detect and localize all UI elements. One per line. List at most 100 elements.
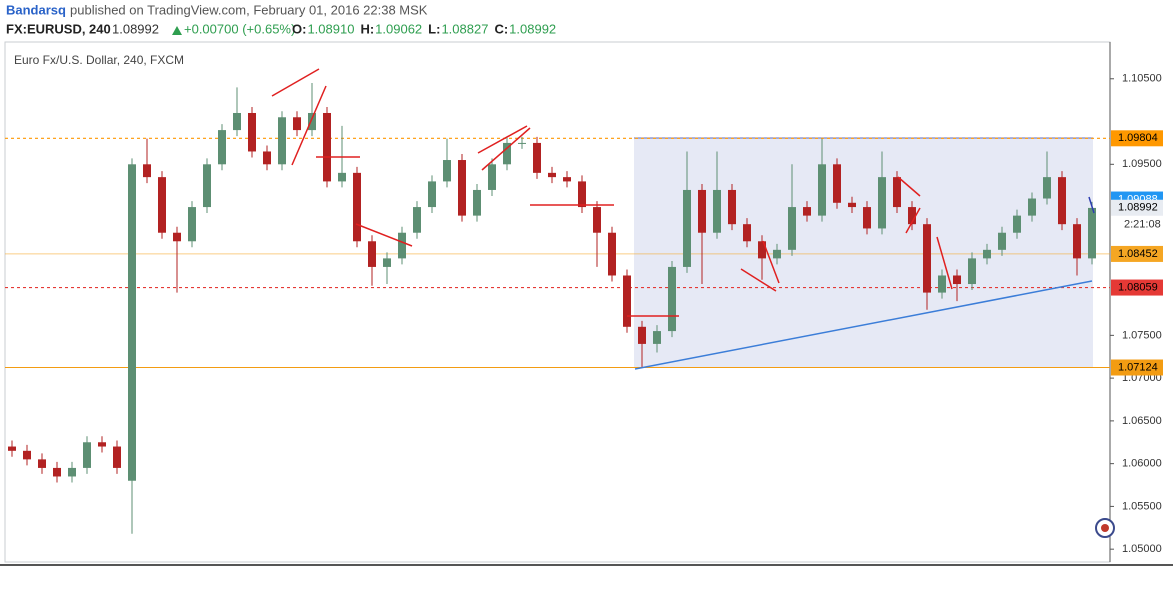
candle-body — [848, 202, 856, 208]
candle-body — [638, 326, 646, 344]
candle-body — [863, 207, 871, 229]
candle-body — [218, 130, 226, 165]
candle-body — [728, 189, 736, 225]
candle-body — [38, 459, 46, 468]
candle-body — [743, 224, 751, 242]
candle-body — [68, 467, 76, 477]
candle-body — [998, 232, 1006, 250]
candle-body — [143, 164, 151, 178]
level-label: 1.08452 — [1118, 248, 1158, 260]
trend-line — [271, 68, 320, 97]
candle-body — [83, 442, 91, 468]
candle-body — [338, 172, 346, 182]
candle-body — [473, 189, 481, 216]
candle-body — [803, 207, 811, 216]
change: +0.00700 (+0.65%) — [184, 21, 295, 36]
candle-body — [503, 142, 511, 165]
candle-body — [233, 112, 241, 131]
candle-body — [623, 275, 631, 327]
candle-body — [983, 249, 991, 259]
candle-body — [1028, 198, 1036, 216]
y-tick-label: 1.05500 — [1122, 500, 1162, 512]
trend-line — [762, 240, 780, 284]
candle-body — [263, 151, 271, 165]
level-tag — [1111, 245, 1163, 262]
candle-body — [833, 164, 841, 203]
ohlc-value: 1.08910 — [307, 21, 354, 36]
candle-body — [818, 164, 826, 216]
drawings — [271, 68, 953, 317]
candle-body — [8, 446, 16, 451]
candle-body — [683, 189, 691, 267]
candle-body — [248, 112, 256, 152]
ohlc-label: H: — [360, 21, 374, 36]
candle-body — [968, 258, 976, 285]
candle-body — [668, 266, 676, 332]
symbol: FX:EURUSD, 240 — [6, 21, 111, 36]
candle-body — [1088, 207, 1096, 259]
y-tick-label: 1.09500 — [1122, 158, 1162, 170]
candle-body — [173, 232, 181, 242]
trend-line — [936, 236, 953, 290]
candles — [8, 83, 1096, 534]
candle-body — [908, 207, 916, 225]
trend-line — [291, 85, 327, 166]
range-box — [634, 138, 1093, 368]
support-line — [634, 280, 1093, 370]
candle-body — [698, 189, 706, 233]
candle-body — [428, 181, 436, 208]
candle-body — [398, 232, 406, 259]
candle-body — [23, 450, 31, 460]
candle-body — [278, 117, 286, 165]
countdown: 2:21:08 — [1124, 219, 1161, 231]
candle-body — [1058, 177, 1066, 225]
candle-body — [878, 177, 886, 229]
level-label: 1.09804 — [1118, 132, 1158, 144]
candle-body — [353, 172, 361, 242]
level-tag — [1111, 199, 1163, 216]
candle-body — [653, 331, 661, 344]
trend-line — [1088, 196, 1095, 214]
y-tick-label: 1.10500 — [1122, 73, 1162, 85]
candle-body — [443, 160, 451, 182]
up-arrow — [172, 26, 182, 35]
candle-body — [488, 164, 496, 190]
candle-body — [893, 177, 901, 208]
candle-body — [773, 249, 781, 259]
candle-body — [113, 446, 121, 468]
candle-body — [563, 177, 571, 182]
candle-body — [1043, 177, 1051, 199]
candle-body — [368, 241, 376, 267]
author: Bandarsq — [6, 2, 66, 17]
trend-line — [740, 268, 777, 292]
candle-body — [188, 207, 196, 242]
candle-body — [1013, 215, 1021, 233]
y-tick-label: 1.06500 — [1122, 415, 1162, 427]
candle-body — [923, 224, 931, 293]
trend-line — [481, 127, 531, 171]
level-label: 1.08992 — [1118, 202, 1158, 214]
candle-body — [608, 232, 616, 276]
trend-line — [477, 125, 528, 154]
candle-body — [308, 112, 316, 131]
chart-title: Euro Fx/U.S. Dollar, 240, FXCM — [14, 53, 184, 67]
candle-body — [158, 177, 166, 233]
ohlc-value: 1.08992 — [509, 21, 556, 36]
candle-body — [953, 275, 961, 285]
candle-body — [788, 207, 796, 250]
logo-dot — [1101, 524, 1109, 532]
level-label: 1.07124 — [1118, 361, 1158, 373]
ohlc-value: 1.09062 — [375, 21, 422, 36]
candle-body — [533, 142, 541, 173]
ohlc-value: 1.08827 — [441, 21, 488, 36]
candle-body — [938, 275, 946, 293]
trend-line — [355, 223, 413, 247]
candle-body — [713, 189, 721, 233]
y-tick-label: 1.05000 — [1122, 543, 1162, 555]
candle-body — [203, 164, 211, 208]
ohlc-label: O: — [292, 21, 306, 36]
candle-body — [593, 207, 601, 233]
level-tag — [1111, 279, 1163, 296]
level-tag — [1111, 359, 1163, 376]
